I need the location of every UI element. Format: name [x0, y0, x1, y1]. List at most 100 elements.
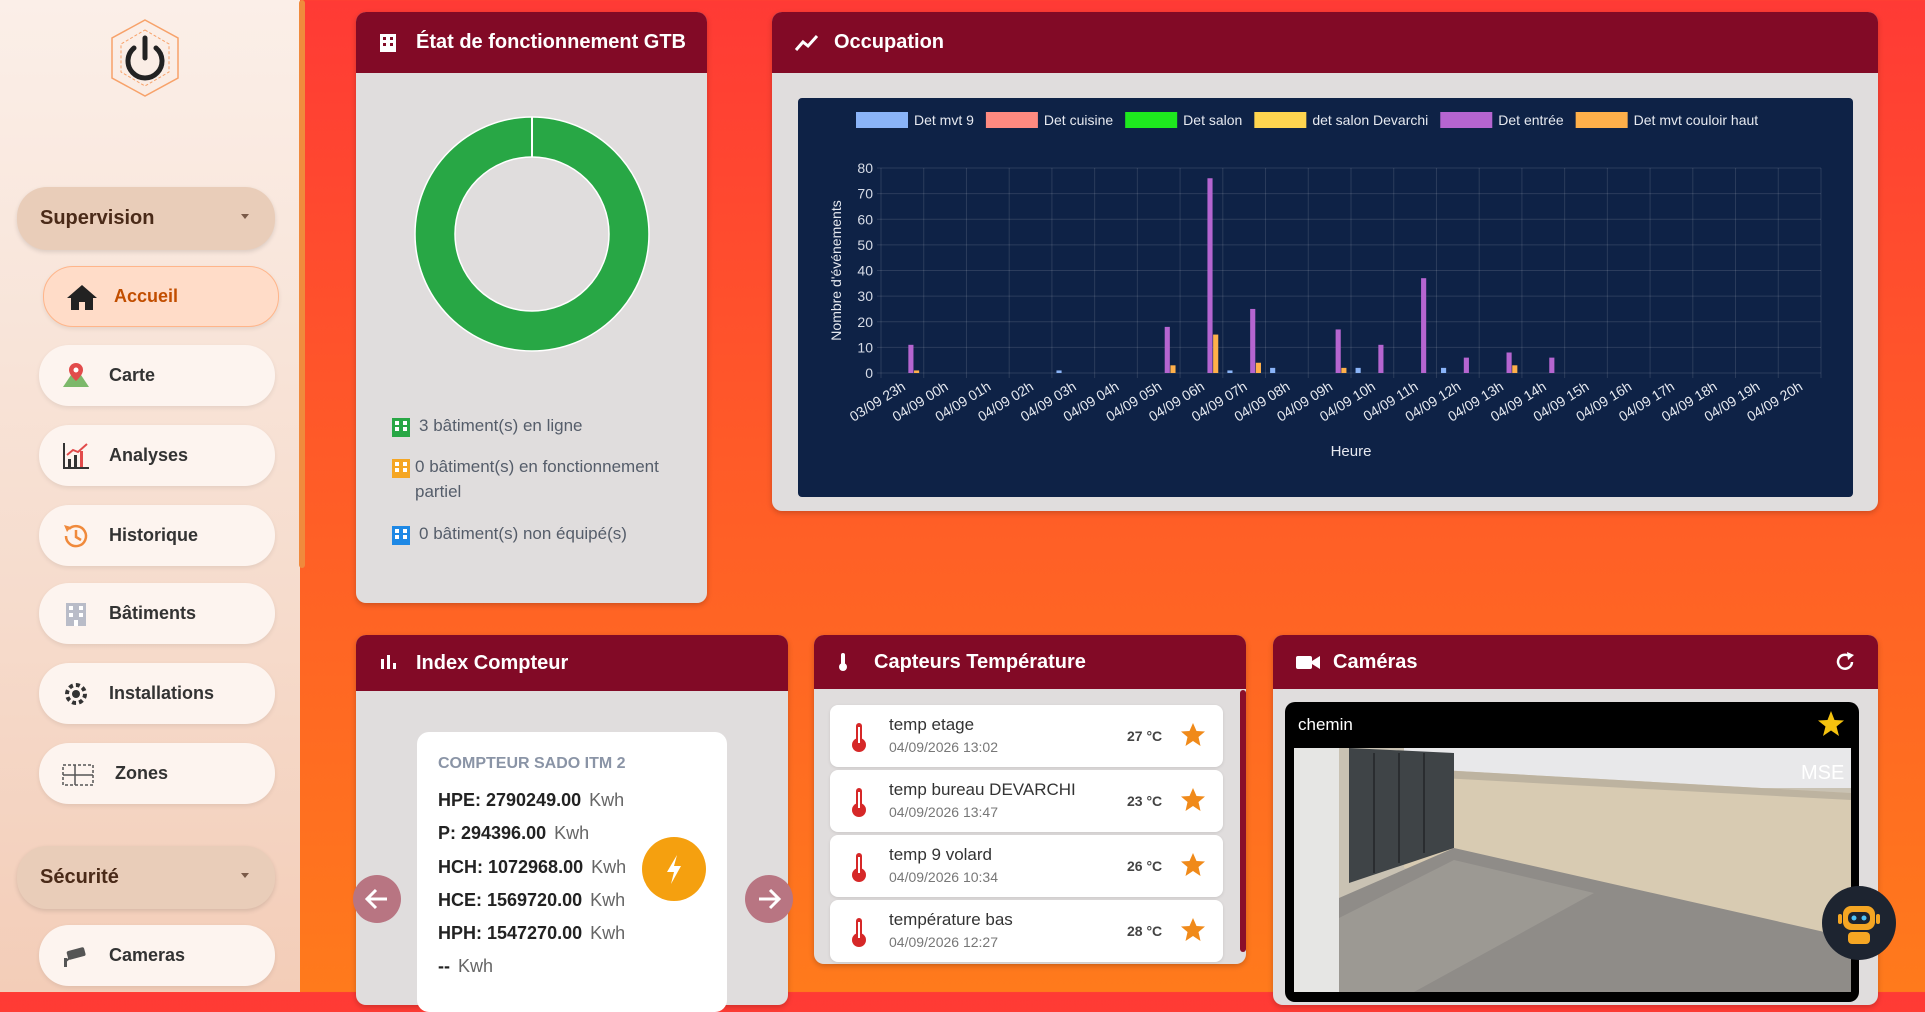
nav-item-label: Installations	[109, 683, 215, 703]
favorite-star[interactable]	[1180, 917, 1206, 943]
y-tick-label: 70	[857, 186, 873, 202]
energy-icon	[642, 837, 706, 901]
nav-item[interactable]: Zones	[39, 743, 275, 804]
panel-title: Caméras	[1333, 650, 1418, 673]
status-label: bâtiment(s) en ligne	[433, 416, 583, 435]
sensor-card[interactable]: temp etage 04/09/2026 13:02 27 °C	[830, 705, 1223, 767]
bar	[1549, 357, 1555, 373]
compteur-row: HPE: 2790249.00 Kwh	[438, 790, 624, 811]
nav-item-label: Accueil	[114, 286, 179, 306]
bar	[1164, 326, 1170, 373]
bar	[1335, 329, 1341, 373]
panel-header: Index Compteur	[356, 635, 788, 691]
compteur-name: COMPTEUR SADO ITM 2	[438, 755, 626, 772]
nav-item[interactable]: Accueil	[43, 266, 279, 327]
thermometer-icon	[852, 788, 866, 817]
chatbot-button[interactable]	[1822, 886, 1896, 960]
bar	[908, 344, 914, 373]
nav-group[interactable]: Supervision	[17, 187, 275, 250]
y-tick-label: 40	[857, 263, 873, 279]
icon	[380, 33, 396, 52]
bar	[1056, 370, 1062, 373]
prev-button[interactable]	[353, 875, 401, 923]
compteur-row: -- Kwh	[438, 956, 493, 977]
bar	[1250, 308, 1256, 373]
icon-window	[395, 462, 399, 466]
bar	[1441, 367, 1447, 373]
icon-window	[395, 529, 399, 533]
sensor-temp: 27 °C	[1127, 728, 1163, 744]
favorite-star[interactable]	[1180, 852, 1206, 878]
icon-shape	[392, 459, 410, 478]
sensor-name: température bas	[889, 910, 1013, 929]
camera-overlay: MSE	[1801, 762, 1845, 784]
nav-item[interactable]: Cameras	[39, 925, 275, 986]
nav-item[interactable]: Historique	[39, 505, 275, 566]
thermometer-icon	[852, 723, 866, 752]
thermometer-icon	[852, 853, 866, 882]
status-count: 0	[419, 524, 429, 543]
favorite-star[interactable]	[1180, 722, 1206, 748]
nav-item-label: Zones	[115, 763, 169, 783]
nav-item[interactable]: Installations	[39, 663, 275, 724]
row-label: P: 294396.00	[438, 823, 547, 843]
bar	[1341, 367, 1347, 373]
y-tick-label: 50	[857, 237, 873, 253]
nav-item-label: Bâtiments	[109, 603, 197, 623]
bar	[1512, 365, 1518, 373]
donut-border	[454, 156, 610, 312]
compteur-row: P: 294396.00 Kwh	[438, 823, 589, 844]
scrollbar[interactable]	[299, 0, 305, 568]
bar	[1463, 357, 1469, 373]
icon	[381, 655, 396, 669]
sensor-date: 04/09/2026 13:02	[889, 739, 998, 755]
row-unit: Kwh	[554, 823, 590, 843]
favorite-star[interactable]	[1180, 787, 1206, 813]
scrollbar[interactable]	[1240, 690, 1246, 952]
panel-header: État de fonctionnement GTB	[356, 12, 707, 73]
bar	[914, 370, 920, 373]
refresh-button[interactable]	[1834, 651, 1856, 673]
sensor-card[interactable]: temp bureau DEVARCHI 04/09/2026 13:47 23…	[830, 770, 1223, 832]
nav-group-label: Sécurité	[40, 866, 119, 888]
icon-window	[403, 462, 407, 466]
logo	[111, 19, 179, 97]
nav-item[interactable]: Bâtiments	[39, 583, 275, 644]
y-tick-label: 60	[857, 211, 873, 227]
icon-window	[403, 535, 407, 539]
favorite-star[interactable]	[1817, 710, 1845, 738]
icon-shape	[392, 418, 410, 437]
panel-header: Caméras	[1273, 635, 1878, 689]
bar	[1270, 367, 1276, 373]
bar	[1421, 278, 1427, 373]
sensor-card[interactable]: temp 9 volard 04/09/2026 10:34 26 °C	[830, 835, 1223, 897]
sensor-name: temp bureau DEVARCHI	[889, 780, 1076, 799]
icon-window	[395, 535, 399, 539]
sensor-card[interactable]: température bas 04/09/2026 12:27 28 °C	[830, 900, 1223, 962]
next-button[interactable]	[745, 875, 793, 923]
nav-item[interactable]: Carte	[39, 345, 275, 406]
y-tick-label: 80	[857, 160, 873, 176]
sensor-temp: 23 °C	[1127, 793, 1163, 809]
y-tick-label: 0	[865, 365, 873, 381]
row-label: HCE: 1569720.00	[438, 890, 583, 910]
nav-item[interactable]: Analyses	[39, 425, 275, 486]
status-count: 3	[419, 416, 429, 435]
nav-group[interactable]: Sécurité	[17, 846, 275, 909]
bar	[1213, 334, 1219, 373]
x-axis-title: Heure	[1331, 443, 1372, 460]
sensor-temp: 28 °C	[1127, 923, 1163, 939]
camera-image	[1294, 748, 1851, 992]
nav-item-label: Cameras	[109, 945, 186, 965]
icon	[1296, 656, 1320, 669]
compteur-row: HCH: 1072968.00 Kwh	[438, 857, 626, 878]
panel-header: Occupation	[772, 12, 1878, 73]
icon-shape	[392, 526, 410, 545]
icon-window	[395, 421, 399, 425]
sidebar: Supervision Accueil Carte Analyses Histo…	[0, 0, 300, 992]
row-label: HPE: 2790249.00	[438, 790, 582, 810]
legend-label: det salon Devarchi	[1312, 112, 1428, 128]
sensor-date: 04/09/2026 12:27	[889, 934, 998, 950]
icon	[67, 285, 97, 310]
